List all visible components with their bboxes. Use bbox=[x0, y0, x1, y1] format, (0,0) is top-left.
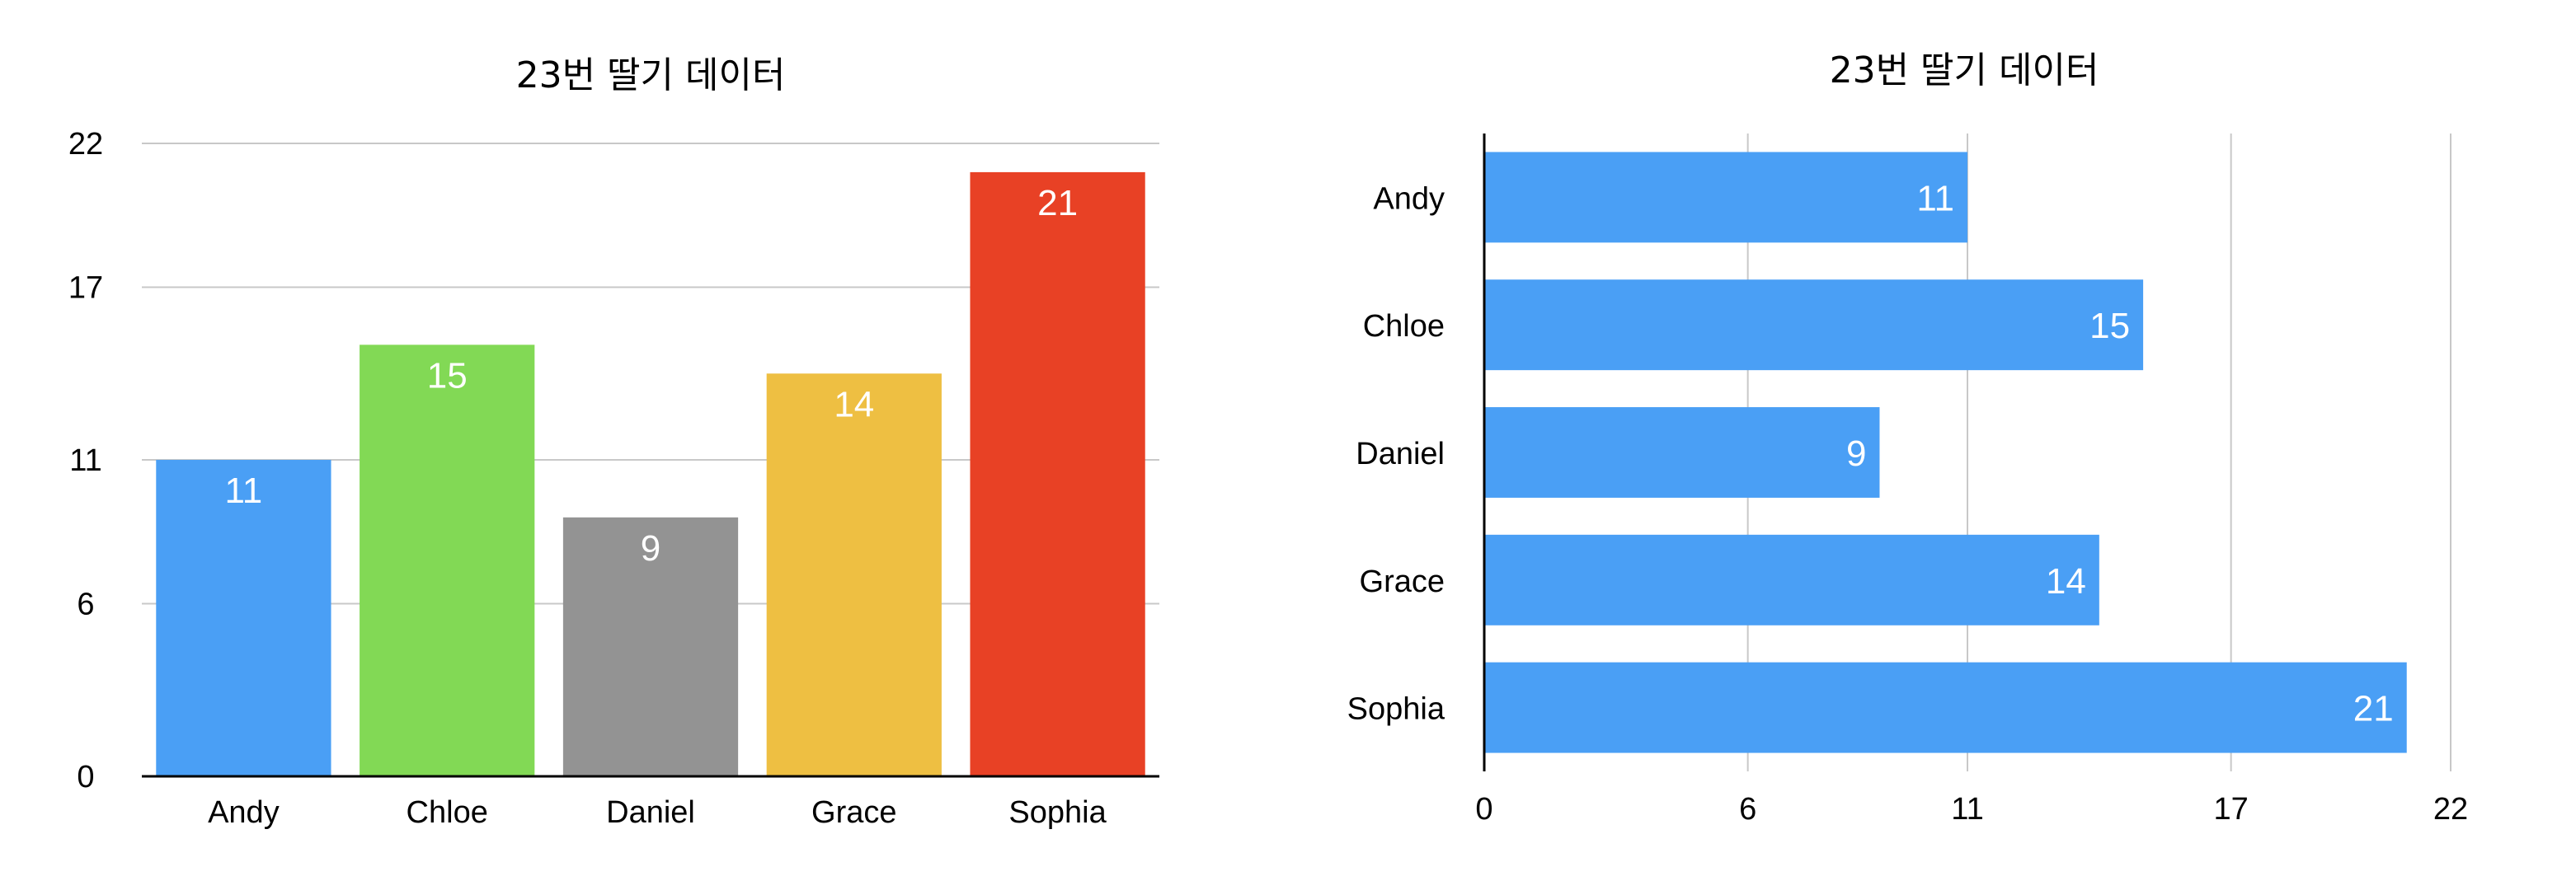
bar-andy bbox=[1484, 152, 1967, 243]
bar-daniel bbox=[1484, 407, 1880, 498]
vertical-bar-chart: 0 6 11 17 22 Andy Chloe Daniel Grace Sophia 11 15… bbox=[68, 54, 1159, 830]
y-tick-labels: 0 6 11 17 22 bbox=[68, 127, 103, 794]
chart-title: 23번 딸기 데이터 bbox=[516, 54, 786, 96]
y-tick-label-11: 11 bbox=[69, 443, 101, 478]
y-category-label-daniel: Daniel bbox=[1356, 437, 1445, 471]
data-label-sophia: 21 bbox=[2353, 689, 2394, 729]
bar-grace bbox=[1484, 534, 2099, 626]
data-label-andy: 11 bbox=[1916, 178, 1954, 218]
y-category-label-chloe: Chloe bbox=[1363, 309, 1445, 344]
bars bbox=[1484, 152, 2407, 753]
bar-daniel bbox=[562, 517, 739, 776]
data-label-grace: 14 bbox=[2046, 561, 2086, 602]
x-tick-label-0: 0 bbox=[1475, 792, 1492, 827]
y-category-label-grace: Grace bbox=[1360, 565, 1445, 599]
bar-chloe bbox=[1484, 279, 2144, 371]
data-labels: 11 15 9 14 21 bbox=[1846, 178, 2394, 729]
y-category-labels: Andy Chloe Daniel Grace Sophia bbox=[1347, 181, 1445, 726]
x-tick-label-17: 17 bbox=[2213, 792, 2248, 827]
x-category-label-grace: Grace bbox=[811, 795, 896, 830]
data-label-daniel: 9 bbox=[1846, 433, 1866, 474]
x-category-labels: Andy Chloe Daniel Grace Sophia bbox=[208, 795, 1107, 830]
data-label-chloe: 15 bbox=[427, 355, 468, 396]
data-label-sophia: 21 bbox=[1037, 183, 1078, 223]
x-tick-label-22: 22 bbox=[2433, 792, 2468, 827]
y-tick-label-22: 22 bbox=[68, 127, 103, 162]
data-label-andy: 11 bbox=[225, 471, 263, 511]
data-label-chloe: 15 bbox=[2089, 306, 2130, 346]
x-tick-label-11: 11 bbox=[1951, 792, 1983, 827]
data-label-daniel: 9 bbox=[641, 528, 660, 569]
bars bbox=[156, 171, 1145, 777]
data-labels: 11 15 9 14 21 bbox=[225, 183, 1079, 569]
horizontal-bar-chart: 0 6 11 17 22 Andy Chloe Daniel Grace Sophia 11 15… bbox=[1347, 49, 2468, 827]
y-category-label-andy: Andy bbox=[1373, 181, 1445, 216]
chart-title: 23번 딸기 데이터 bbox=[1830, 49, 2099, 91]
bar-grace bbox=[766, 373, 942, 776]
x-category-label-andy: Andy bbox=[208, 795, 280, 830]
bar-sophia bbox=[970, 171, 1145, 777]
x-tick-labels: 0 6 11 17 22 bbox=[1475, 792, 2468, 827]
x-category-label-daniel: Daniel bbox=[606, 795, 695, 830]
x-tick-label-6: 6 bbox=[1739, 792, 1756, 827]
x-category-label-sophia: Sophia bbox=[1008, 795, 1107, 830]
x-category-label-chloe: Chloe bbox=[407, 795, 488, 830]
data-label-grace: 14 bbox=[834, 384, 874, 424]
bar-sophia bbox=[1484, 662, 2407, 753]
y-tick-label-0: 0 bbox=[77, 760, 94, 794]
y-tick-label-6: 6 bbox=[77, 588, 94, 622]
bar-andy bbox=[156, 460, 331, 776]
y-tick-label-17: 17 bbox=[68, 271, 103, 306]
y-category-label-sophia: Sophia bbox=[1347, 692, 1445, 727]
bar-chloe bbox=[360, 344, 535, 776]
